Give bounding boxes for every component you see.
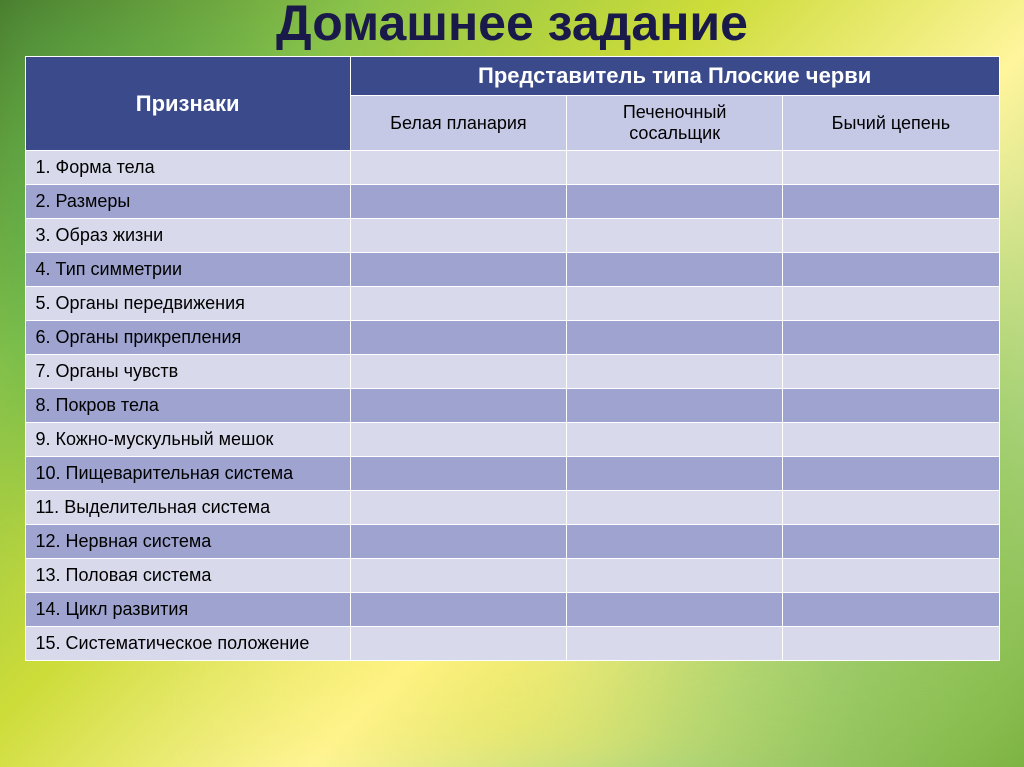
feature-cell: 4. Тип симметрии — [25, 253, 350, 287]
feature-cell: 11. Выделительная система — [25, 491, 350, 525]
data-cell — [567, 389, 783, 423]
data-cell — [350, 627, 566, 661]
data-cell — [567, 355, 783, 389]
data-cell — [567, 457, 783, 491]
feature-cell: 5. Органы передвижения — [25, 287, 350, 321]
data-cell — [350, 321, 566, 355]
table-row: 14. Цикл развития — [25, 593, 999, 627]
feature-cell: 8. Покров тела — [25, 389, 350, 423]
table-row: 7. Органы чувств — [25, 355, 999, 389]
table-row: 4. Тип симметрии — [25, 253, 999, 287]
data-cell — [783, 287, 999, 321]
table-row: 13. Половая система — [25, 559, 999, 593]
data-cell — [783, 185, 999, 219]
comparison-table: Признаки Представитель типа Плоские черв… — [25, 56, 1000, 661]
data-cell — [567, 559, 783, 593]
data-cell — [350, 491, 566, 525]
data-cell — [783, 423, 999, 457]
feature-cell: 3. Образ жизни — [25, 219, 350, 253]
data-cell — [567, 627, 783, 661]
table-row: 1. Форма тела — [25, 151, 999, 185]
data-cell — [783, 389, 999, 423]
table-row: 5. Органы передвижения — [25, 287, 999, 321]
data-cell — [783, 321, 999, 355]
data-cell — [783, 253, 999, 287]
data-cell — [783, 457, 999, 491]
feature-cell: 12. Нервная система — [25, 525, 350, 559]
data-cell — [567, 321, 783, 355]
table-row: 9. Кожно-мускульный мешок — [25, 423, 999, 457]
data-cell — [350, 423, 566, 457]
data-cell — [567, 219, 783, 253]
data-cell — [350, 151, 566, 185]
features-header: Признаки — [25, 57, 350, 151]
group-header: Представитель типа Плоские черви — [350, 57, 999, 96]
table-row: 11. Выделительная система — [25, 491, 999, 525]
data-cell — [783, 593, 999, 627]
data-cell — [350, 253, 566, 287]
table-row: 8. Покров тела — [25, 389, 999, 423]
table-row: 6. Органы прикрепления — [25, 321, 999, 355]
data-cell — [783, 219, 999, 253]
feature-cell: 6. Органы прикрепления — [25, 321, 350, 355]
data-cell — [350, 389, 566, 423]
feature-cell: 9. Кожно-мускульный мешок — [25, 423, 350, 457]
data-cell — [567, 491, 783, 525]
feature-cell: 2. Размеры — [25, 185, 350, 219]
data-cell — [783, 491, 999, 525]
data-cell — [567, 423, 783, 457]
feature-cell: 13. Половая система — [25, 559, 350, 593]
feature-cell: 7. Органы чувств — [25, 355, 350, 389]
feature-cell: 1. Форма тела — [25, 151, 350, 185]
table-body: 1. Форма тела2. Размеры3. Образ жизни4. … — [25, 151, 999, 661]
table-row: 10. Пищеварительная система — [25, 457, 999, 491]
data-cell — [567, 185, 783, 219]
feature-cell: 15. Систематическое положение — [25, 627, 350, 661]
feature-cell: 14. Цикл развития — [25, 593, 350, 627]
data-cell — [783, 151, 999, 185]
subcol-2: Бычий цепень — [783, 96, 999, 151]
table-row: 3. Образ жизни — [25, 219, 999, 253]
subcol-0: Белая планария — [350, 96, 566, 151]
data-cell — [350, 593, 566, 627]
data-cell — [350, 287, 566, 321]
data-cell — [350, 185, 566, 219]
data-cell — [350, 457, 566, 491]
data-cell — [783, 355, 999, 389]
data-cell — [567, 151, 783, 185]
data-cell — [350, 355, 566, 389]
table-header: Признаки Представитель типа Плоские черв… — [25, 57, 999, 151]
slide: Домашнее задание Признаки Представитель … — [0, 0, 1024, 767]
page-title: Домашнее задание — [276, 0, 748, 52]
data-cell — [350, 219, 566, 253]
data-cell — [783, 525, 999, 559]
table-row: 12. Нервная система — [25, 525, 999, 559]
subcol-1: Печеночный сосальщик — [567, 96, 783, 151]
data-cell — [567, 525, 783, 559]
table-header-row-1: Признаки Представитель типа Плоские черв… — [25, 57, 999, 96]
data-cell — [567, 287, 783, 321]
data-cell — [783, 559, 999, 593]
table-row: 2. Размеры — [25, 185, 999, 219]
table-row: 15. Систематическое положение — [25, 627, 999, 661]
data-cell — [350, 559, 566, 593]
data-cell — [350, 525, 566, 559]
data-cell — [783, 627, 999, 661]
data-cell — [567, 253, 783, 287]
data-cell — [567, 593, 783, 627]
feature-cell: 10. Пищеварительная система — [25, 457, 350, 491]
